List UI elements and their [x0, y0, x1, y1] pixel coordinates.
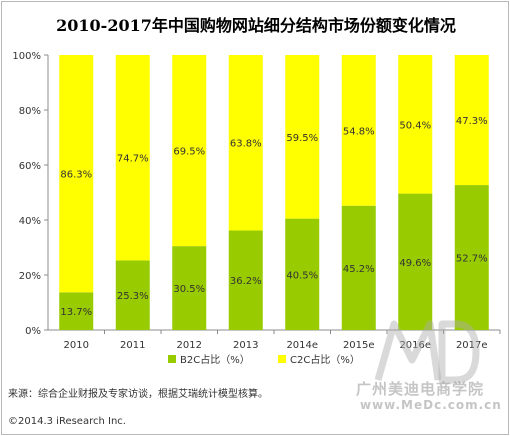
bar-b2c — [115, 260, 150, 330]
legend-c2c-label: C2C占比（%） — [290, 353, 360, 366]
bar-c2c — [172, 55, 207, 247]
bar-b2c — [285, 218, 320, 330]
data-label-c2c: 47.3% — [456, 116, 488, 127]
data-label-c2c: 54.8% — [343, 126, 375, 137]
bar-b2c — [398, 193, 433, 330]
data-label-b2c: 49.6% — [399, 258, 431, 269]
chart-title: 2010-2017年中国购物网站细分结构市场份额变化情况 — [56, 16, 456, 35]
data-label-b2c: 36.2% — [230, 276, 262, 287]
data-label-b2c: 52.7% — [456, 254, 488, 265]
bar-b2c — [454, 185, 489, 330]
bar-c2c — [228, 55, 263, 231]
bar-c2c — [454, 55, 489, 186]
data-label-c2c: 63.8% — [230, 139, 262, 150]
data-label-c2c: 50.4% — [399, 120, 431, 131]
x-tick-label: 2015e — [343, 340, 375, 351]
bar-c2c — [59, 55, 94, 293]
bar-c2c — [285, 55, 320, 219]
bar-b2c — [172, 246, 207, 330]
data-label-b2c: 13.7% — [60, 307, 92, 318]
x-tick-label: 2014e — [286, 340, 318, 351]
bar-c2c — [115, 55, 150, 261]
y-tick-label: 20% — [19, 271, 41, 282]
y-tick-label: 60% — [19, 161, 41, 172]
data-label-b2c: 30.5% — [173, 284, 205, 295]
bar-b2c — [228, 230, 263, 330]
legend-b2c-label: B2C占比（%） — [180, 353, 250, 366]
data-label-c2c: 86.3% — [60, 170, 92, 181]
x-tick-label: 2013 — [233, 340, 258, 351]
bar-c2c — [398, 55, 433, 194]
bar-b2c — [341, 205, 376, 330]
data-label-c2c: 69.5% — [173, 147, 205, 158]
data-label-b2c: 45.2% — [343, 264, 375, 275]
x-tick-label: 2011 — [120, 340, 145, 351]
x-tick-label: 2010 — [64, 340, 89, 351]
y-tick-label: 0% — [25, 326, 41, 337]
bar-c2c — [341, 55, 376, 206]
x-tick-label: 2016e — [399, 340, 431, 351]
x-tick-label: 2017e — [456, 340, 488, 351]
data-label-c2c: 74.7% — [117, 154, 149, 165]
source-note: 来源：综合企业财报及专家访谈，根据艾瑞统计模型核算。 — [8, 389, 268, 400]
y-tick-label: 80% — [19, 106, 41, 117]
watermark-url: www.MeDc.com.cn — [360, 398, 502, 412]
x-tick-label: 2012 — [177, 340, 202, 351]
data-label-c2c: 59.5% — [286, 133, 318, 144]
y-tick-label: 100% — [12, 51, 41, 62]
data-label-b2c: 40.5% — [286, 270, 318, 281]
legend-b2c-swatch — [168, 355, 176, 363]
legend-c2c-swatch — [278, 355, 286, 363]
copyright-text: ©2014.3 iResearch Inc. — [8, 416, 126, 427]
watermark-logo-icon — [374, 320, 480, 384]
y-tick-label: 40% — [19, 216, 41, 227]
data-label-b2c: 25.3% — [117, 291, 149, 302]
watermark-text: 广州美迪电商学院 — [356, 380, 485, 398]
bar-b2c — [59, 292, 94, 330]
